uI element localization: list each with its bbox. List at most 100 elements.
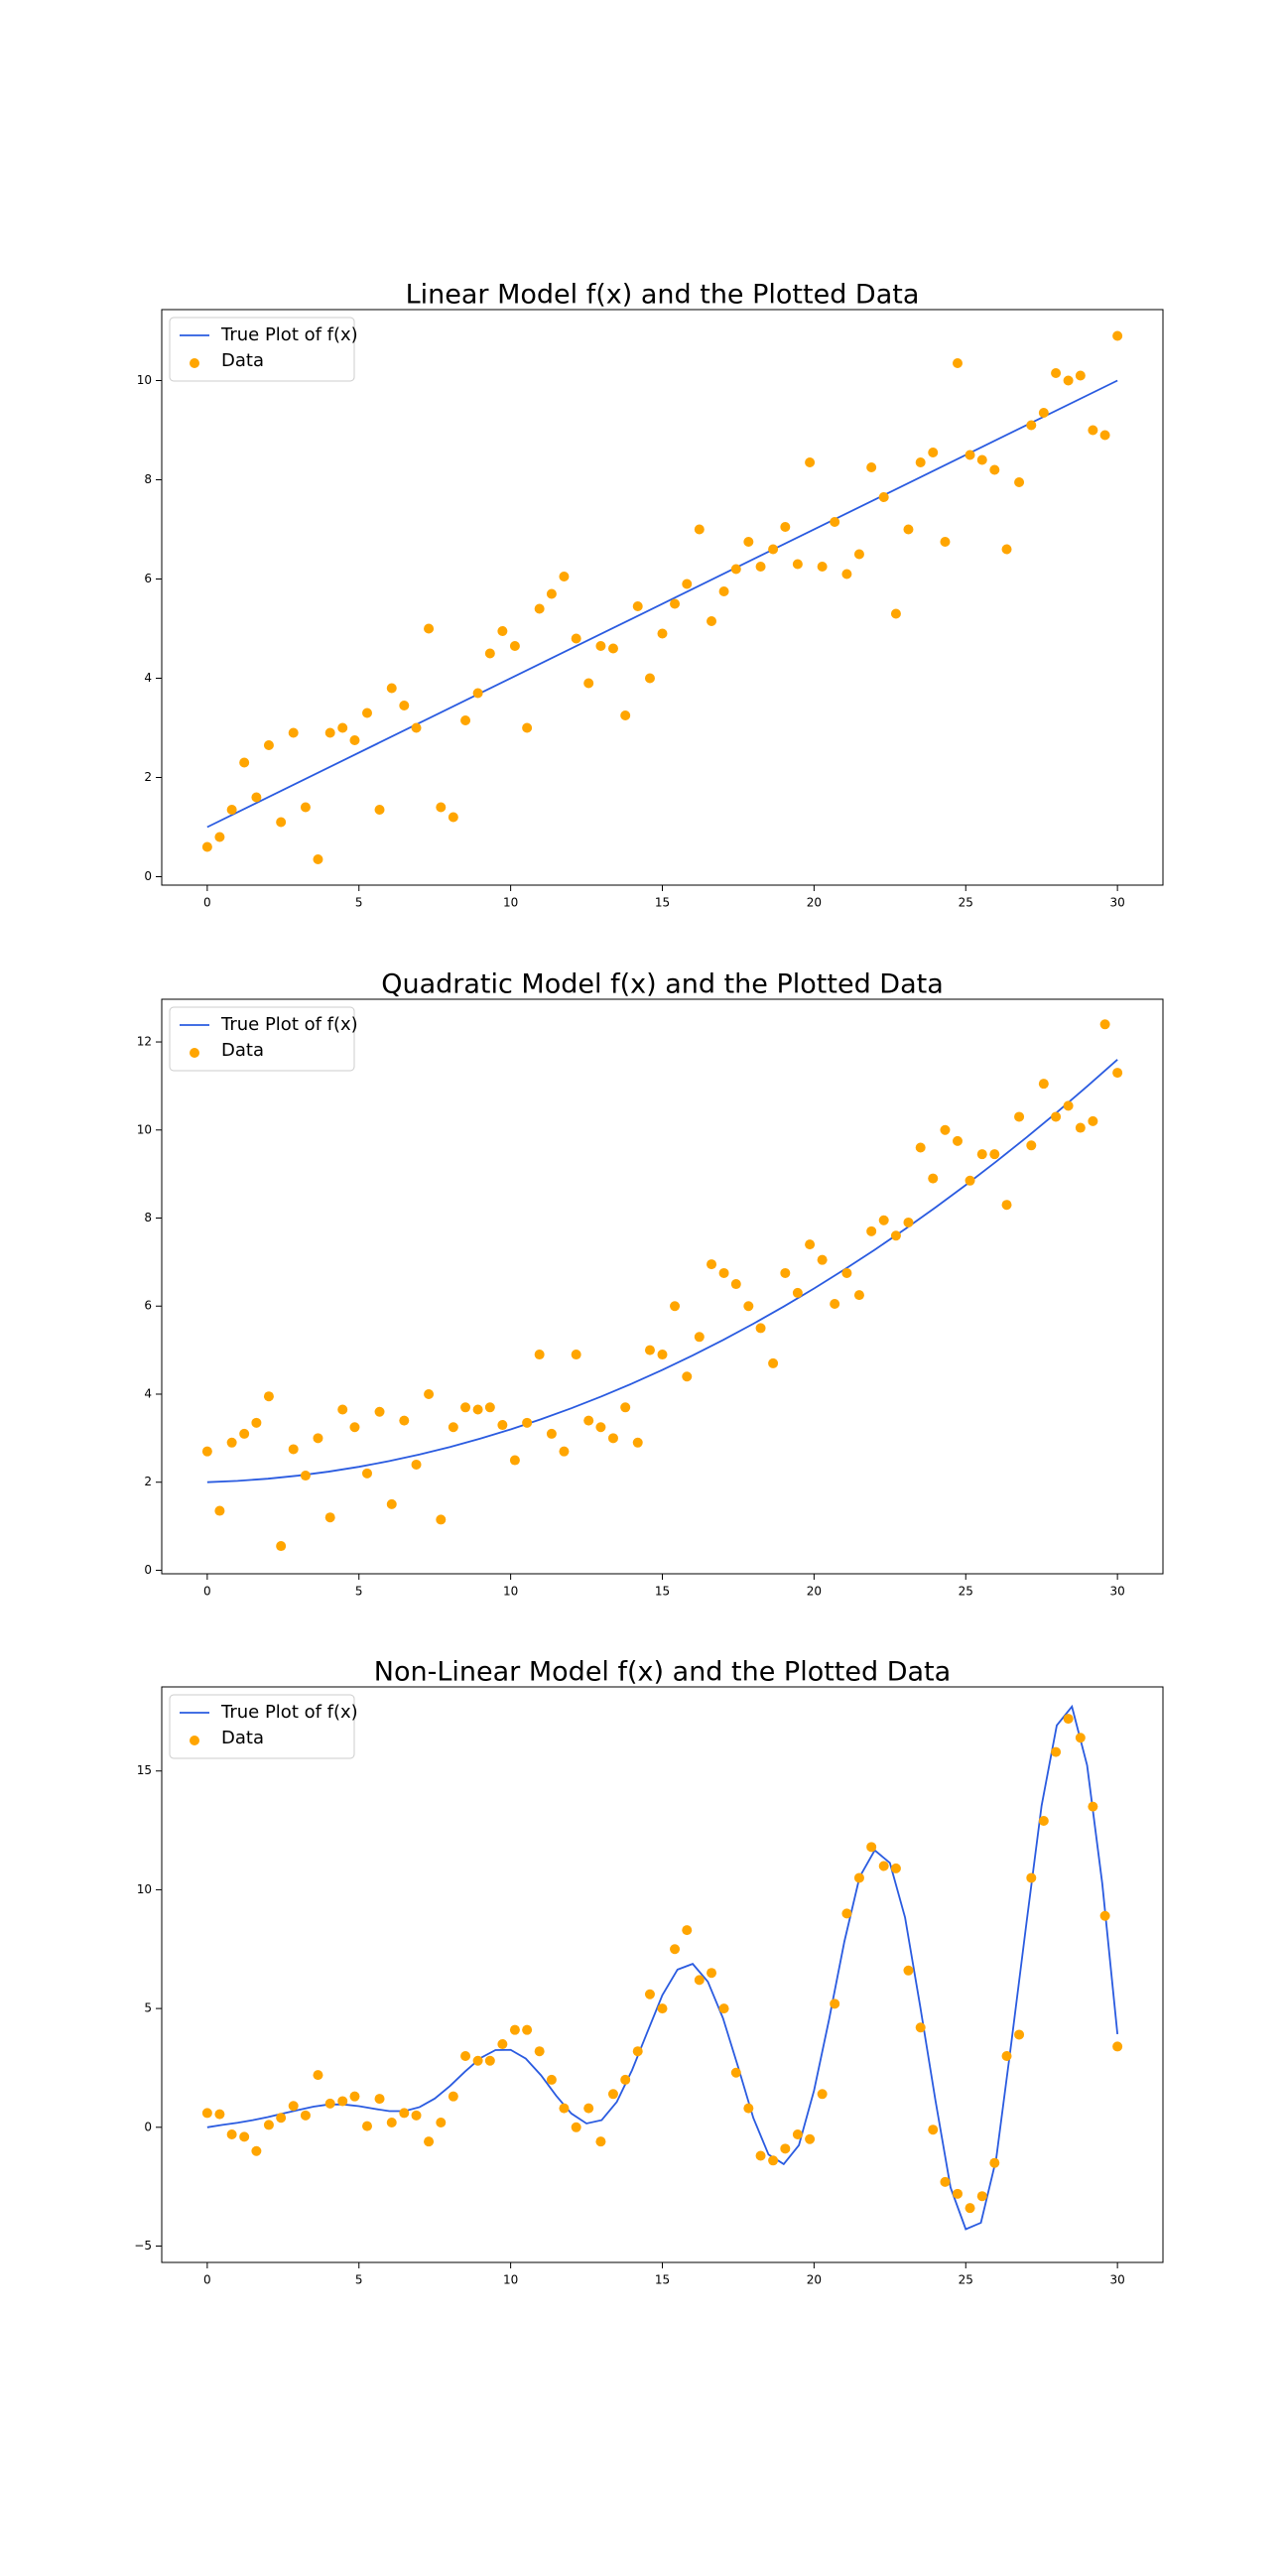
data-point bbox=[436, 2118, 447, 2128]
data-point bbox=[399, 2108, 410, 2119]
data-point bbox=[251, 2145, 262, 2156]
x-tick-label: 0 bbox=[203, 2273, 211, 2287]
data-point bbox=[890, 1863, 901, 1873]
x-tick-label: 10 bbox=[503, 896, 518, 910]
data-point bbox=[509, 641, 520, 651]
data-point bbox=[361, 2121, 372, 2131]
data-point bbox=[780, 1267, 791, 1278]
data-point bbox=[915, 2022, 926, 2033]
data-point bbox=[226, 805, 237, 815]
data-point bbox=[989, 2157, 1000, 2168]
data-point bbox=[349, 2091, 360, 2102]
data-point bbox=[1075, 370, 1086, 381]
data-point bbox=[324, 727, 335, 738]
data-point bbox=[337, 2096, 348, 2107]
data-point bbox=[263, 2120, 274, 2130]
legend-label: True Plot of f(x) bbox=[220, 324, 358, 345]
data-point bbox=[976, 454, 987, 465]
legend-marker bbox=[190, 1048, 199, 1058]
chart-title: Linear Model f(x) and the Plotted Data bbox=[406, 280, 920, 311]
data-point bbox=[1088, 425, 1098, 436]
data-point bbox=[251, 792, 262, 803]
data-point bbox=[546, 1428, 557, 1439]
axes-frame bbox=[161, 309, 1164, 886]
y-tick-label: 15 bbox=[137, 1763, 152, 1777]
data-point bbox=[571, 633, 581, 644]
data-point bbox=[374, 1406, 385, 1417]
data-point bbox=[989, 464, 1000, 475]
data-point bbox=[755, 2150, 766, 2161]
legend-label: Data bbox=[221, 1040, 264, 1061]
data-point bbox=[201, 1446, 212, 1457]
data-point bbox=[670, 1301, 681, 1312]
data-point bbox=[386, 1498, 397, 1509]
x-tick-label: 30 bbox=[1109, 896, 1124, 910]
data-point bbox=[890, 608, 901, 619]
data-point bbox=[288, 1444, 299, 1455]
data-point bbox=[201, 841, 212, 852]
data-point bbox=[817, 1254, 828, 1265]
data-point bbox=[214, 1505, 225, 1516]
y-tick-label: 8 bbox=[144, 1211, 152, 1224]
data-point bbox=[226, 1437, 237, 1448]
data-point bbox=[928, 448, 939, 457]
data-point bbox=[595, 641, 606, 651]
y-tick-label: 2 bbox=[144, 1475, 152, 1488]
data-point bbox=[878, 1215, 889, 1225]
data-point bbox=[940, 537, 951, 547]
data-point bbox=[1038, 1079, 1049, 1090]
x-tick-label: 20 bbox=[807, 1585, 822, 1599]
data-point bbox=[607, 643, 618, 654]
x-tick-label: 15 bbox=[655, 1585, 670, 1599]
data-point bbox=[1001, 2050, 1012, 2061]
data-point bbox=[915, 1142, 926, 1153]
data-point bbox=[522, 2024, 533, 2035]
data-point bbox=[964, 2203, 975, 2214]
data-point bbox=[1051, 368, 1062, 378]
data-point bbox=[853, 549, 864, 560]
chart-title: Non-Linear Model f(x) and the Plotted Da… bbox=[374, 1657, 951, 1688]
data-point bbox=[460, 2050, 471, 2061]
data-point bbox=[989, 1149, 1000, 1160]
data-point bbox=[841, 569, 852, 580]
data-point bbox=[707, 1259, 717, 1270]
data-point bbox=[399, 1415, 410, 1426]
data-point bbox=[436, 1514, 447, 1525]
data-point bbox=[632, 601, 643, 611]
data-point bbox=[361, 708, 372, 718]
x-tick-label: 25 bbox=[959, 2273, 973, 2287]
data-point bbox=[522, 722, 533, 733]
data-point bbox=[830, 517, 840, 527]
data-point bbox=[484, 2055, 495, 2066]
data-point bbox=[595, 1422, 606, 1433]
data-point bbox=[472, 1404, 483, 1415]
data-point bbox=[743, 2103, 754, 2114]
data-point bbox=[276, 817, 287, 828]
data-point bbox=[595, 2136, 606, 2147]
data-point bbox=[1063, 1100, 1074, 1111]
y-tick-label: 10 bbox=[137, 1122, 152, 1136]
data-point bbox=[1112, 2041, 1123, 2052]
data-point bbox=[509, 1455, 520, 1466]
data-point bbox=[472, 2055, 483, 2066]
data-point bbox=[324, 1512, 335, 1523]
data-point bbox=[1038, 408, 1049, 418]
data-point bbox=[903, 1965, 914, 1976]
data-point bbox=[1051, 1111, 1062, 1122]
x-tick-label: 5 bbox=[355, 2273, 363, 2287]
data-point bbox=[928, 1173, 939, 1184]
data-point bbox=[743, 537, 754, 547]
data-point bbox=[841, 1267, 852, 1278]
data-point bbox=[399, 701, 410, 710]
data-point bbox=[830, 1998, 840, 2009]
data-point bbox=[632, 1437, 643, 1448]
data-point bbox=[374, 805, 385, 815]
data-point bbox=[546, 2074, 557, 2085]
data-point bbox=[424, 1388, 435, 1399]
data-point bbox=[313, 2070, 323, 2081]
axes-frame bbox=[161, 1686, 1164, 2263]
x-tick-label: 20 bbox=[807, 896, 822, 910]
data-point bbox=[448, 2091, 458, 2102]
data-point bbox=[768, 1357, 779, 1368]
x-tick-label: 25 bbox=[959, 1585, 973, 1599]
